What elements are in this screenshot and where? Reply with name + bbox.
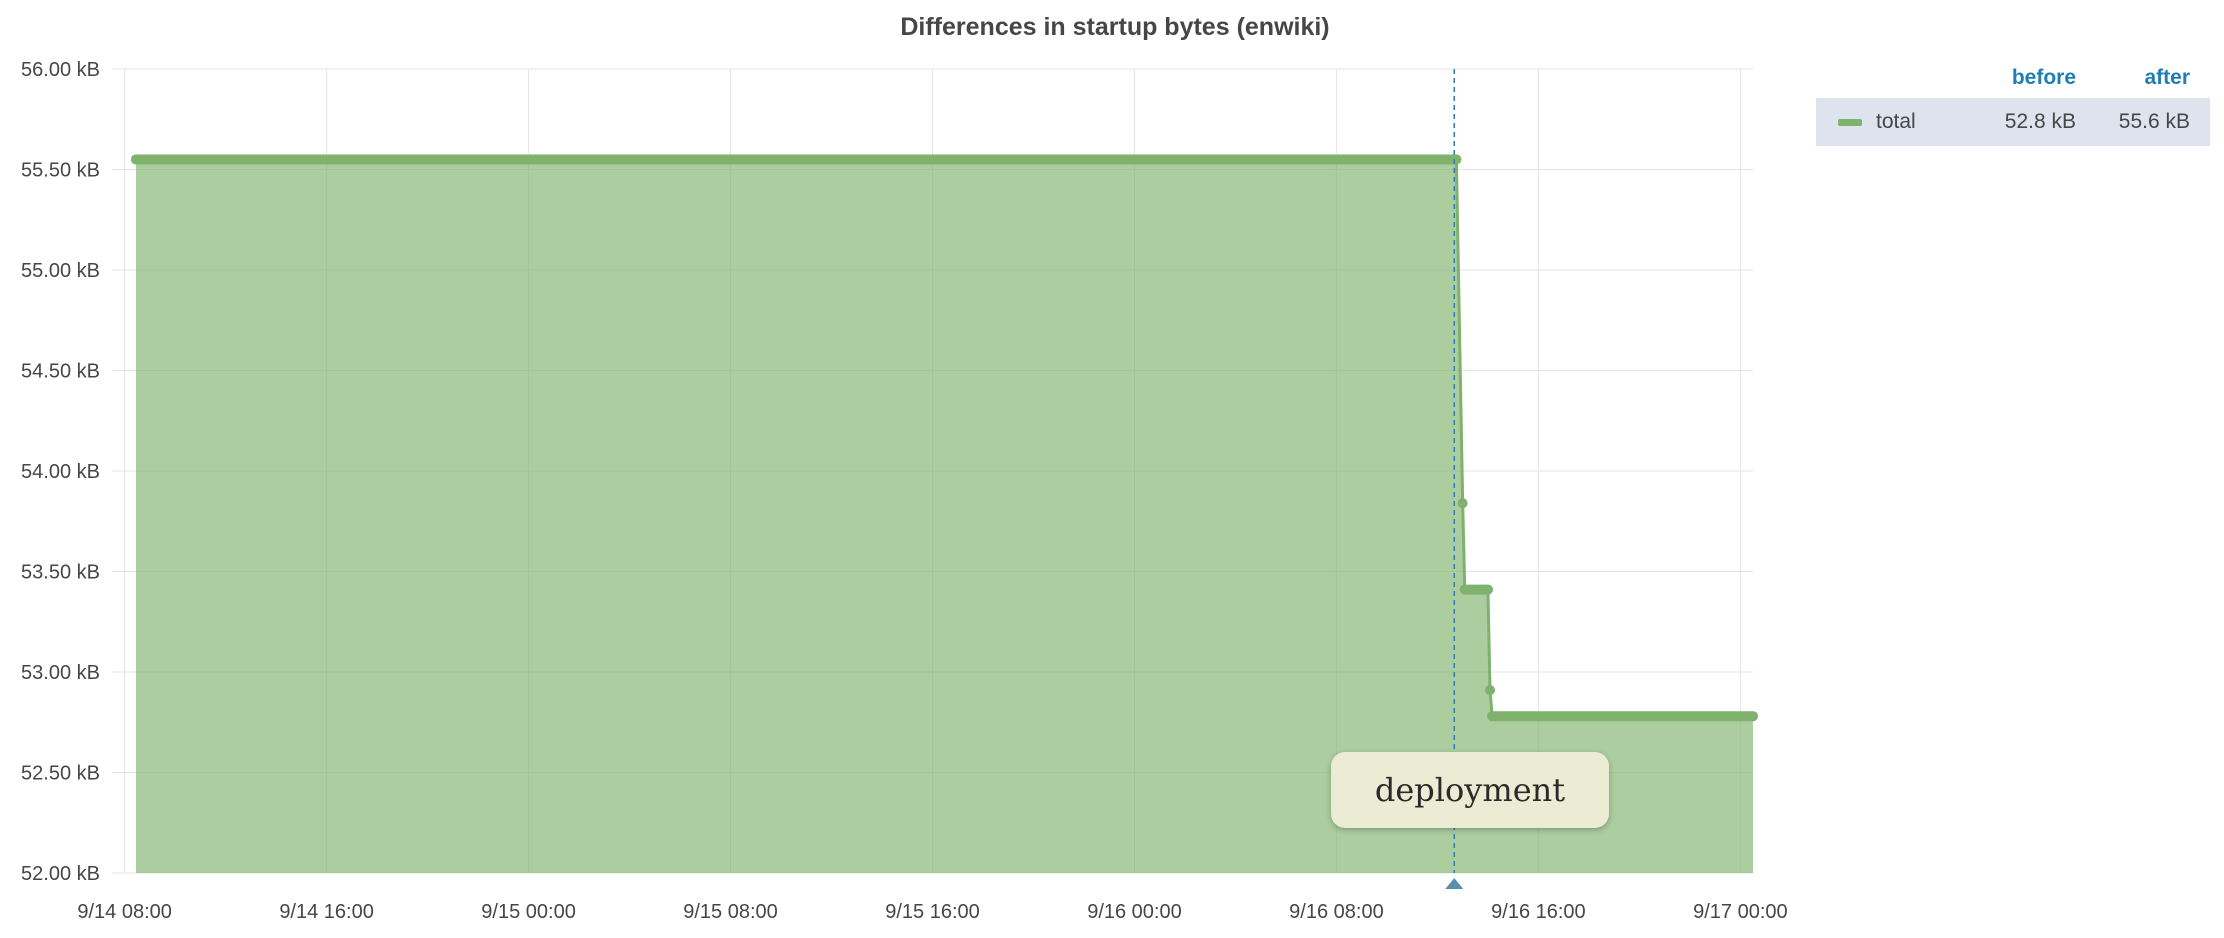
legend: before after total 52.8 kB 55.6 kB [1816, 58, 2210, 146]
y-tick-label: 53.00 kB [21, 662, 100, 684]
x-tick-label: 9/15 16:00 [885, 901, 980, 923]
legend-header-after[interactable]: after [2144, 66, 2190, 89]
legend-series-name: total [1876, 110, 1916, 133]
data-point [1451, 154, 1462, 165]
series-fill [136, 159, 1753, 873]
y-axis: 52.00 kB 52.50 kB 53.00 kB 53.50 kB 54.00 kB… [21, 59, 100, 885]
legend-row-total[interactable]: total 52.8 kB 55.6 kB [1816, 98, 2210, 146]
x-tick-label: 9/16 00:00 [1087, 901, 1182, 923]
y-tick-label: 56.00 kB [21, 59, 100, 81]
x-tick-label: 9/16 16:00 [1491, 901, 1586, 923]
y-tick-label: 55.00 kB [21, 260, 100, 282]
x-tick-label: 9/15 00:00 [481, 901, 576, 923]
legend-header-before[interactable]: before [2011, 66, 2076, 89]
annotations [1445, 69, 1464, 889]
y-tick-label: 55.50 kB [21, 160, 100, 182]
data-point [1457, 498, 1468, 509]
legend-header: before after [1816, 58, 2210, 98]
y-tick-label: 54.00 kB [21, 461, 100, 483]
legend-value-before: 52.8 kB [2004, 110, 2076, 133]
annotation-marker-triangle [1445, 878, 1464, 889]
x-tick-label: 9/14 16:00 [279, 901, 374, 923]
x-tick-label: 9/17 00:00 [1693, 901, 1788, 923]
series-color-swatch [1838, 118, 1862, 126]
x-tick-label: 9/16 08:00 [1289, 901, 1384, 923]
x-axis: 9/14 08:00 9/14 16:00 9/15 00:00 9/15 08:00… [77, 901, 1787, 923]
chart-title: Differences in startup bytes (enwiki) [900, 13, 1329, 41]
x-tick-label: 9/14 08:00 [77, 901, 172, 923]
y-tick-label: 52.00 kB [21, 863, 100, 885]
data-point [131, 154, 141, 165]
data-point [1459, 584, 1470, 595]
x-tick-label: 9/15 08:00 [683, 901, 778, 923]
y-tick-label: 52.50 kB [21, 763, 100, 785]
y-tick-label: 53.50 kB [21, 562, 100, 584]
data-point [1748, 711, 1758, 722]
data-point [1482, 584, 1493, 595]
y-tick-label: 54.50 kB [21, 361, 100, 383]
data-point [1487, 711, 1498, 722]
series-area [131, 154, 1758, 873]
legend-value-after: 55.6 kB [2118, 110, 2190, 133]
data-point [1485, 685, 1496, 696]
deployment-annotation-label[interactable]: deployment [1331, 752, 1609, 828]
